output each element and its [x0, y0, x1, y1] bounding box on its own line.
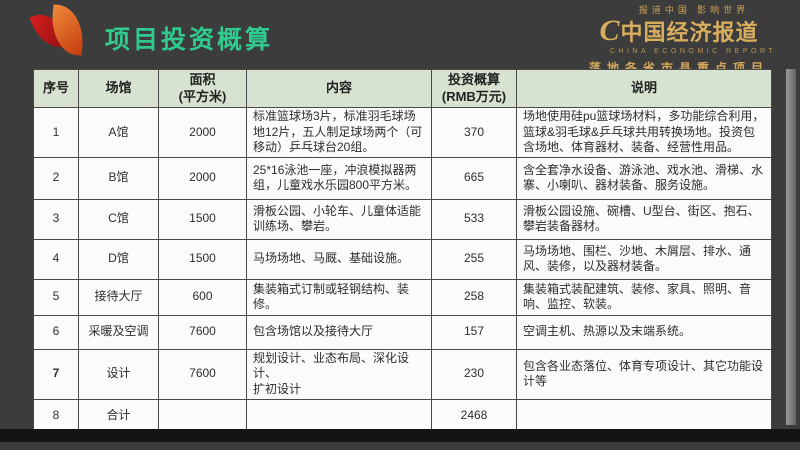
cell-description: 马场场地、围栏、沙地、木屑层、排水、通风、装修，以及器材装备。	[516, 238, 772, 280]
cell-area: 1500	[158, 198, 247, 240]
cell-description: 包含各业态落位、体育专项设计、其它功能设计等	[516, 348, 772, 400]
cell-description	[516, 398, 772, 434]
cell-seq: 7	[33, 348, 79, 400]
cell-area: 1500	[158, 238, 247, 280]
cell-content: 25*16泳池一座，冲浪模拟器两组，儿童戏水乐园800平方米。	[246, 156, 432, 200]
brand-main-row: C 中国经济报道	[599, 15, 758, 47]
header-content: 内容	[246, 69, 432, 108]
cell-venue: 设计	[78, 348, 159, 400]
header-description: 说明	[516, 69, 772, 108]
table-row: 7 设计 7600 规划设计、业态布局、深化设计、 扩初设计 230 包含各业态…	[33, 348, 772, 400]
cell-venue: A馆	[78, 107, 159, 158]
cell-description: 含全套净水设备、游泳池、戏水池、滑梯、水寨、小喇叭、器材装备、服务设施。	[516, 156, 772, 200]
cell-investment: 370	[431, 107, 517, 158]
cell-seq: 6	[33, 314, 79, 350]
header-seq: 序号	[33, 69, 79, 108]
cell-venue: 合计	[78, 398, 159, 434]
cell-area: 2000	[158, 107, 247, 158]
bottom-bar	[0, 429, 800, 442]
cell-venue: 接待大厅	[78, 278, 159, 316]
leaf-petal-orange-icon	[48, 4, 87, 56]
cell-venue: B馆	[78, 156, 159, 200]
cell-description: 场地使用硅pu篮球场材料，多功能综合利用，篮球&羽毛球&乒乓球共用转换场地。投资…	[516, 107, 772, 158]
cell-description: 滑板公园设施、碗槽、U型台、街区、抱石、攀岩装备器材。	[516, 198, 772, 240]
cell-seq: 5	[33, 278, 79, 316]
cell-content: 标准篮球场3片，标准羽毛球场地12片，五人制足球场两个（可移动）乒乓球台20组。	[246, 107, 432, 158]
c-swoosh-icon: C	[599, 14, 620, 47]
cell-seq: 8	[33, 398, 79, 434]
cell-investment: 665	[431, 156, 517, 200]
table-row: 5 接待大厅 600 集装箱式订制或轻钢结构、装修。 258 集装箱式装配建筑、…	[33, 278, 772, 316]
table-right-edge-strip	[786, 69, 796, 425]
cell-investment: 258	[431, 278, 517, 316]
page-title: 项目投资概算	[105, 26, 274, 54]
brand-logo: 报道中国 影响世界 C 中国经济报道 CHINA ECONOMIC REPORT…	[574, 3, 784, 76]
cell-venue: D馆	[78, 238, 159, 280]
table-header-row: 序号 场馆 面积 (平方米) 内容 投资概算 (RMB万元) 说明	[33, 69, 772, 108]
cell-seq: 2	[33, 156, 79, 200]
cell-investment: 533	[431, 198, 517, 240]
table-row: 2 B馆 2000 25*16泳池一座，冲浪模拟器两组，儿童戏水乐园800平方米…	[33, 156, 772, 200]
cell-venue: 采暖及空调	[78, 314, 159, 350]
cell-description: 空调主机、热源以及末端系统。	[516, 314, 772, 350]
cell-investment: 230	[431, 348, 517, 400]
cell-description: 集装箱式装配建筑、装修、家具、照明、音响、监控、软装。	[516, 278, 772, 316]
cell-area: 7600	[158, 348, 247, 400]
cell-investment: 2468	[431, 398, 517, 434]
cell-area: 2000	[158, 156, 247, 200]
cell-area: 600	[158, 278, 247, 316]
cell-content	[246, 398, 432, 434]
cell-content: 集装箱式订制或轻钢结构、装修。	[246, 278, 432, 316]
table-row: 4 D馆 1500 马场场地、马厩、基础设施。 255 马场场地、围栏、沙地、木…	[33, 238, 772, 280]
header-area: 面积 (平方米)	[158, 69, 247, 108]
cell-content: 规划设计、业态布局、深化设计、 扩初设计	[246, 348, 432, 400]
cell-investment: 157	[431, 314, 517, 350]
investment-table: 序号 场馆 面积 (平方米) 内容 投资概算 (RMB万元) 说明 1 A馆 2…	[33, 69, 772, 434]
cell-seq: 1	[33, 107, 79, 158]
leaf-logo-icon	[29, 4, 90, 56]
table-row: 3 C馆 1500 滑板公园、小轮车、儿童体适能训练场、攀岩。 533 滑板公园…	[33, 198, 772, 240]
cell-area	[158, 398, 247, 434]
table-row: 8 合计 2468	[33, 398, 772, 434]
table-row: 1 A馆 2000 标准篮球场3片，标准羽毛球场地12片，五人制足球场两个（可移…	[33, 107, 772, 158]
table-row: 6 采暖及空调 7600 包含场馆以及接待大厅 157 空调主机、热源以及末端系…	[33, 314, 772, 350]
cell-area: 7600	[158, 314, 247, 350]
header-venue: 场馆	[78, 69, 159, 108]
cell-seq: 4	[33, 238, 79, 280]
cell-investment: 255	[431, 238, 517, 280]
brand-tagline-top: 报道中国 影响世界	[638, 5, 750, 15]
header-investment: 投资概算 (RMB万元)	[431, 69, 517, 108]
cell-content: 包含场馆以及接待大厅	[246, 314, 432, 350]
cell-content: 马场场地、马厩、基础设施。	[246, 238, 432, 280]
cell-venue: C馆	[78, 198, 159, 240]
cell-seq: 3	[33, 198, 79, 240]
brand-name: 中国经济报道	[620, 20, 759, 45]
cell-content: 滑板公园、小轮车、儿童体适能训练场、攀岩。	[246, 198, 432, 240]
brand-name-english: CHINA ECONOMIC REPORT	[609, 48, 777, 55]
